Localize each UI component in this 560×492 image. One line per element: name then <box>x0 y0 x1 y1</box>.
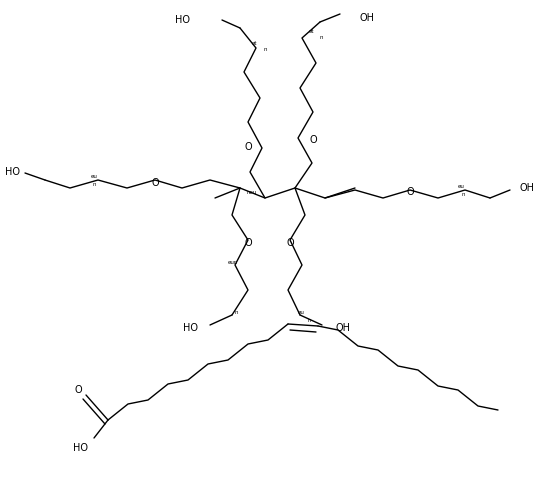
Text: O: O <box>244 238 252 248</box>
Text: eu: eu <box>91 175 98 180</box>
Text: O: O <box>406 187 414 197</box>
Text: O: O <box>151 178 159 188</box>
Text: n: n <box>235 309 238 314</box>
Text: et: et <box>309 29 314 34</box>
Text: eu: eu <box>458 184 465 188</box>
Text: HO: HO <box>175 15 190 25</box>
Text: O: O <box>286 238 294 248</box>
Text: OH: OH <box>335 323 350 333</box>
Text: OH: OH <box>520 183 535 193</box>
Text: n: n <box>461 191 465 196</box>
Text: n: n <box>263 47 267 52</box>
Text: et: et <box>251 41 257 46</box>
Text: O: O <box>309 135 317 145</box>
Text: n: n <box>92 183 96 187</box>
Text: OH: OH <box>360 13 375 23</box>
Text: neu: neu <box>247 190 257 195</box>
Text: eun: eun <box>227 260 238 266</box>
Text: HO: HO <box>183 323 198 333</box>
Text: O: O <box>244 142 252 152</box>
Text: HO: HO <box>73 443 88 453</box>
Text: HO: HO <box>5 167 20 177</box>
Text: n: n <box>308 317 311 322</box>
Text: n: n <box>320 35 324 40</box>
Text: eu: eu <box>298 309 305 314</box>
Text: O: O <box>74 385 82 395</box>
